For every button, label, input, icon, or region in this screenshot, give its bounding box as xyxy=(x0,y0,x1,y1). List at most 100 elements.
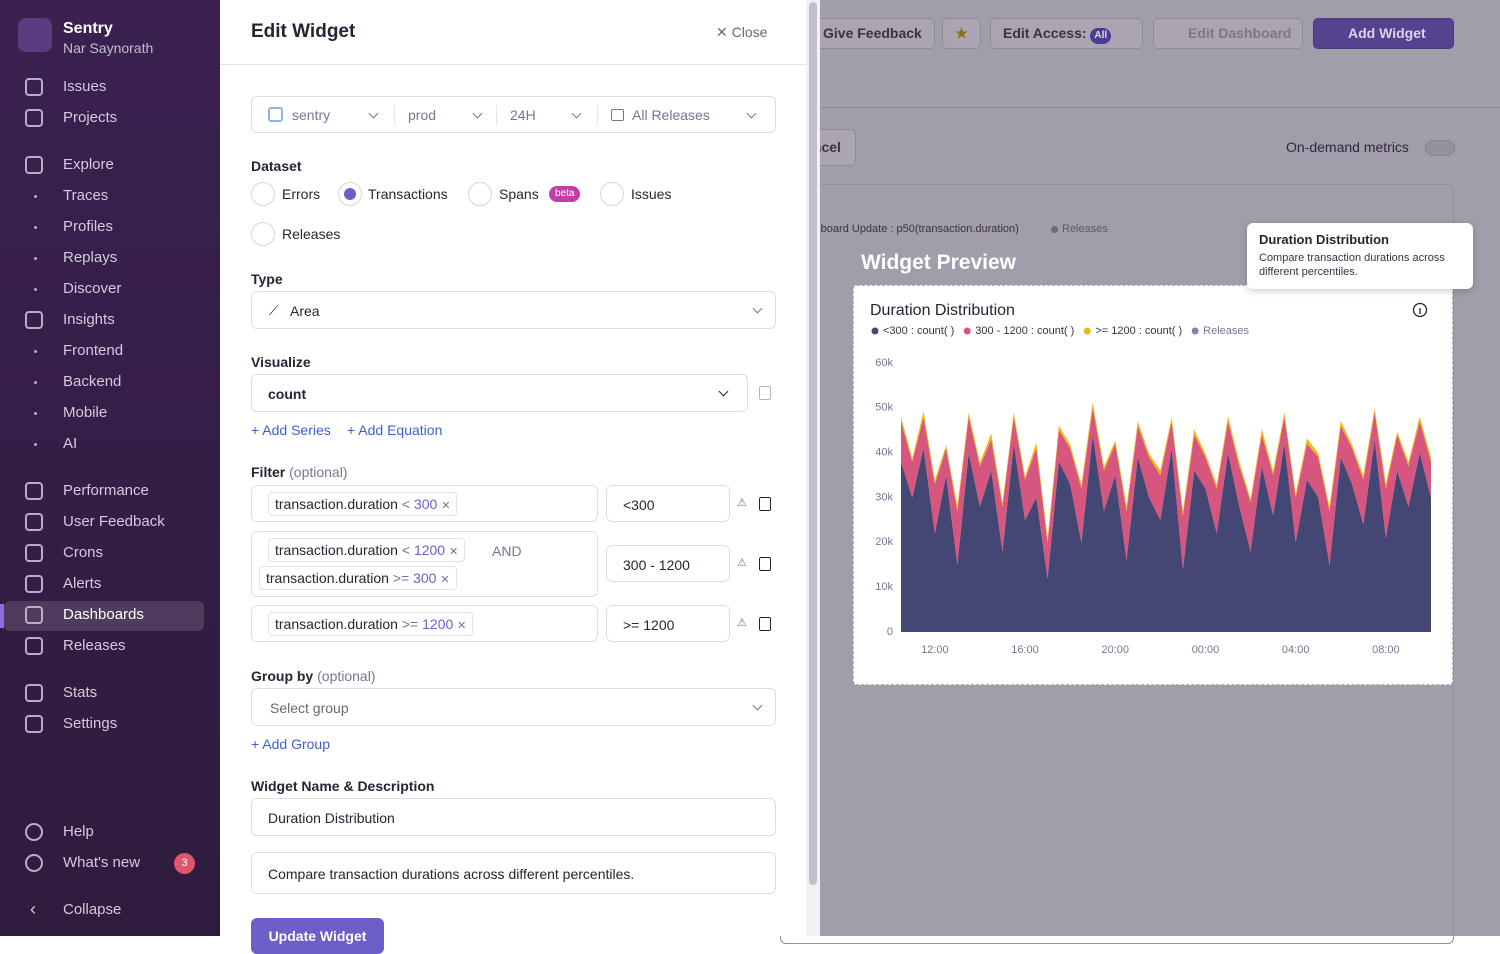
nav-item[interactable]: Frontend xyxy=(63,342,124,359)
nav-item[interactable]: Alerts xyxy=(63,575,102,592)
nav-item[interactable]: Stats xyxy=(63,684,98,701)
nav-item[interactable]: Help xyxy=(63,823,94,840)
legend-alias[interactable]: >= 1200 xyxy=(606,605,730,642)
x-tick-label: 04:00 xyxy=(1282,644,1310,656)
nav-item[interactable]: What's new xyxy=(63,854,141,871)
radio[interactable] xyxy=(600,182,624,206)
star-button[interactable]: ★ xyxy=(942,18,981,49)
delete-icon[interactable] xyxy=(759,386,771,400)
edit-access-label: Edit Access: xyxy=(1003,25,1087,41)
group-by-select[interactable]: Select group xyxy=(251,688,776,726)
filter-query[interactable]: transaction.duration < 1200 ✕ AND transa… xyxy=(251,531,598,597)
visualize-label: Visualize xyxy=(251,354,311,370)
scroll-thumb[interactable] xyxy=(809,2,817,885)
divider xyxy=(597,105,598,125)
nav-item[interactable]: Profiles xyxy=(63,218,114,235)
radio[interactable] xyxy=(251,182,275,206)
type-select[interactable]: ⟋ Area xyxy=(251,291,776,329)
divider xyxy=(394,105,395,125)
nav-item[interactable]: Crons xyxy=(63,544,104,561)
token-key: transaction.duration xyxy=(275,616,398,632)
add-equation[interactable]: + Add Equation xyxy=(347,422,443,438)
collapse-icon: ‹ xyxy=(30,899,36,919)
legend-label: 300 - 1200 : count( ) xyxy=(975,325,1074,337)
filter-query[interactable]: transaction.duration < 300 ✕ xyxy=(251,485,598,522)
nav-item[interactable]: Releases xyxy=(63,637,126,654)
org-name[interactable]: Sentry xyxy=(63,20,113,37)
nav-dot xyxy=(34,443,37,446)
chevron xyxy=(368,108,379,119)
token-key: transaction.duration xyxy=(266,570,389,586)
radio-selected[interactable] xyxy=(338,182,362,206)
org-logo[interactable] xyxy=(18,18,52,52)
nav-item[interactable]: Collapse xyxy=(63,901,122,918)
nav-item[interactable]: Explore xyxy=(63,156,114,173)
filter-token[interactable]: transaction.duration >= 1200 ✕ xyxy=(268,612,474,636)
dataset-label: Dataset xyxy=(251,158,302,174)
nav-item[interactable]: AI xyxy=(63,435,78,452)
token-value: 300 xyxy=(413,496,438,512)
legend-label: <300 : count( ) xyxy=(883,325,954,337)
visualize-select[interactable]: count xyxy=(251,374,748,412)
on-demand-toggle[interactable] xyxy=(1425,140,1455,156)
legend-marker xyxy=(963,327,971,335)
project-filter[interactable]: sentry xyxy=(292,107,331,123)
nav-item[interactable]: Discover xyxy=(63,280,122,297)
name-input[interactable]: Duration Distribution xyxy=(251,798,776,836)
nav-icon xyxy=(25,78,43,96)
give-feedback-button[interactable]: Give Feedback xyxy=(810,18,935,49)
edit-dashboard-button[interactable]: Edit Dashboard xyxy=(1153,18,1303,49)
x-tick-label: 00:00 xyxy=(1192,644,1220,656)
filter-title: Filter xyxy=(251,464,286,480)
legend-label: >= 1200 : count( ) xyxy=(1095,325,1182,337)
nav-item[interactable]: Traces xyxy=(63,187,109,204)
nav-dot xyxy=(34,381,37,384)
delete-icon[interactable] xyxy=(759,497,771,511)
name-label: Widget Name & Description xyxy=(251,778,435,794)
token-value: 1200 xyxy=(422,616,454,632)
user-name: Nar Saynorath xyxy=(63,40,154,56)
bg-releases-dot xyxy=(1051,226,1058,233)
filter-query[interactable]: transaction.duration >= 1200 ✕ xyxy=(251,605,598,642)
description-input[interactable]: Compare transaction durations across dif… xyxy=(251,852,776,894)
filter-token[interactable]: transaction.duration < 300 ✕ xyxy=(268,492,458,516)
radio[interactable] xyxy=(251,222,275,246)
radio-label: Issues xyxy=(631,186,672,202)
legend-alias[interactable]: <300 xyxy=(606,485,730,522)
nav-item[interactable]: Issues xyxy=(63,78,107,95)
filter-token[interactable]: transaction.duration < 1200 ✕ xyxy=(268,538,466,562)
nav-item[interactable]: Insights xyxy=(63,311,115,328)
nav-item[interactable]: Replays xyxy=(63,249,118,266)
release-filter[interactable]: All Releases xyxy=(632,107,710,123)
delete-icon[interactable] xyxy=(759,617,771,631)
add-group[interactable]: + Add Group xyxy=(251,736,331,752)
legend-alias[interactable]: 300 - 1200 xyxy=(606,545,730,582)
legend-marker xyxy=(871,327,879,335)
info-icon[interactable] xyxy=(1412,302,1428,318)
nav-item[interactable]: Projects xyxy=(63,109,118,126)
radio-label: Spans xyxy=(499,186,539,202)
y-tick-label: 50k xyxy=(875,402,893,414)
edit-access-button[interactable]: Edit Access: All xyxy=(990,18,1143,49)
divider xyxy=(496,105,497,125)
date-filter[interactable]: 24H xyxy=(510,107,536,123)
nav-item[interactable]: User Feedback xyxy=(63,513,165,530)
nav-item[interactable]: Dashboards xyxy=(63,606,144,623)
nav-item[interactable]: Settings xyxy=(63,715,118,732)
add-widget-button[interactable]: Add Widget xyxy=(1313,18,1454,49)
nav-icon xyxy=(25,109,43,127)
env-filter[interactable]: prod xyxy=(408,107,437,123)
chevron xyxy=(472,108,483,119)
name-value: Duration Distribution xyxy=(268,810,395,826)
filter-token[interactable]: transaction.duration >= 300 ✕ xyxy=(259,566,457,590)
warning-icon: ⚠ xyxy=(737,557,747,569)
add-series[interactable]: + Add Series xyxy=(251,422,331,438)
update-widget-button[interactable]: Update Widget xyxy=(251,918,384,954)
close-button[interactable]: ✕ Close xyxy=(716,24,768,40)
nav-item[interactable]: Performance xyxy=(63,482,149,499)
close-label: Close xyxy=(731,24,768,40)
nav-item[interactable]: Mobile xyxy=(63,404,108,421)
delete-icon[interactable] xyxy=(759,557,771,571)
nav-item[interactable]: Backend xyxy=(63,373,122,390)
radio[interactable] xyxy=(468,182,492,206)
